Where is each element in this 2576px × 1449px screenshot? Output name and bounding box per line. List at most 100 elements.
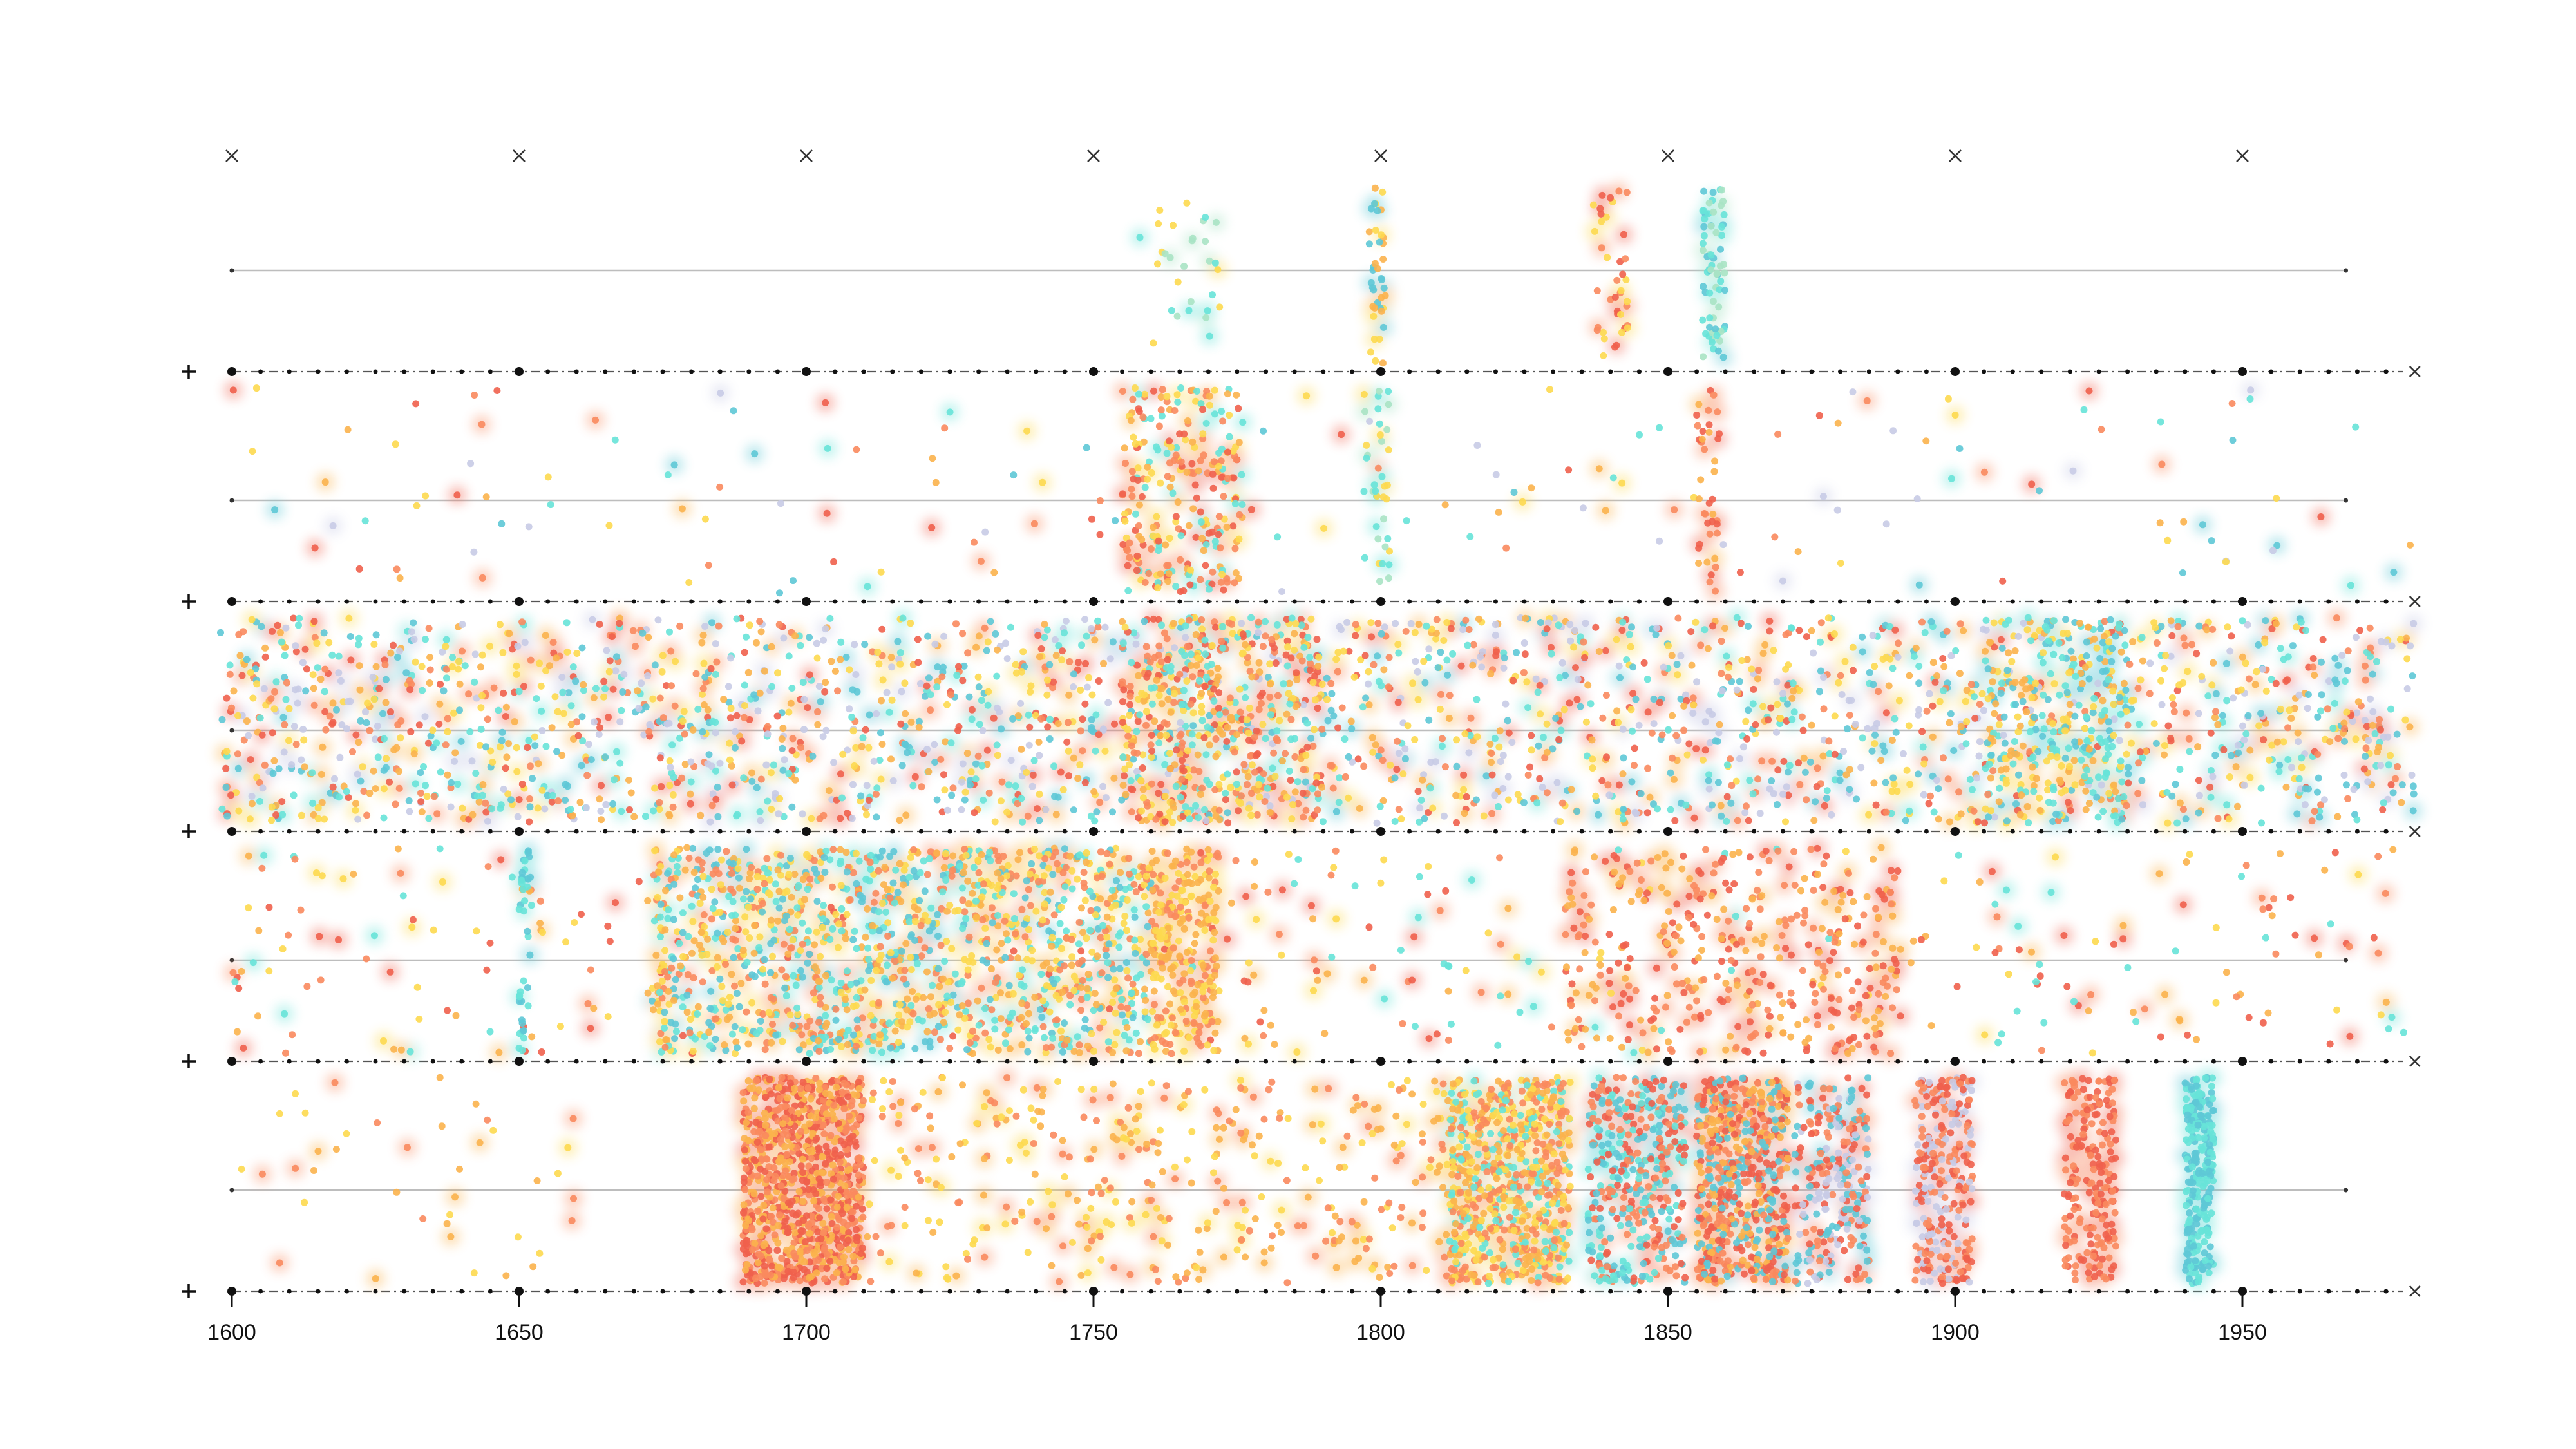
data-point <box>1370 661 1378 668</box>
data-point <box>716 483 724 491</box>
data-point <box>612 667 620 675</box>
data-point <box>726 714 734 722</box>
data-point <box>1134 464 1142 472</box>
data-point <box>1397 815 1405 823</box>
data-point <box>830 558 838 565</box>
data-point <box>498 520 506 527</box>
data-point <box>2344 667 2351 674</box>
data-point <box>372 663 380 670</box>
data-point <box>1699 756 1707 764</box>
data-point <box>834 687 842 695</box>
data-point <box>1189 234 1197 242</box>
data-point <box>1173 312 1181 320</box>
data-point <box>1716 262 1724 270</box>
data-point <box>1153 513 1160 520</box>
data-point <box>1018 745 1025 753</box>
data-point <box>1177 384 1185 392</box>
data-point <box>1766 627 1774 635</box>
data-point <box>1096 799 1104 806</box>
data-point <box>1132 640 1140 648</box>
data-point <box>896 649 904 656</box>
data-point <box>864 583 871 591</box>
data-point <box>2334 735 2342 743</box>
data-point <box>1130 433 1137 441</box>
data-point <box>2125 764 2132 772</box>
data-point <box>1646 793 1654 801</box>
data-point <box>1654 805 1661 813</box>
data-point <box>1622 255 1629 263</box>
data-point <box>1220 493 1227 500</box>
data-point <box>1721 625 1728 632</box>
data-point <box>229 386 237 394</box>
data-point <box>597 808 605 815</box>
data-point <box>1219 417 1227 425</box>
data-point <box>1951 412 1959 419</box>
data-point <box>753 784 761 791</box>
data-point <box>825 787 833 795</box>
data-point <box>730 407 737 415</box>
data-point <box>1915 581 1923 589</box>
data-point <box>1380 284 1388 292</box>
data-point <box>325 639 333 647</box>
data-point <box>975 632 983 640</box>
data-point <box>1378 307 1385 315</box>
data-point <box>1441 763 1449 771</box>
data-point <box>1231 500 1239 507</box>
data-point <box>1217 544 1224 552</box>
data-point <box>470 548 478 556</box>
data-point <box>852 744 860 752</box>
data-point <box>1441 501 1449 509</box>
data-point <box>422 492 430 500</box>
data-point <box>1819 493 1827 500</box>
data-point <box>1698 435 1706 443</box>
data-point <box>1841 658 1849 665</box>
data-point <box>1701 746 1709 754</box>
data-point <box>1135 533 1143 540</box>
data-point <box>1710 208 1718 216</box>
data-point <box>425 815 433 822</box>
data-point <box>252 384 260 392</box>
data-point <box>1155 422 1163 430</box>
data-point <box>1197 518 1205 526</box>
data-point <box>1595 811 1602 819</box>
data-point <box>1719 354 1727 361</box>
data-point <box>1324 717 1332 724</box>
data-point <box>1303 392 1311 400</box>
data-point <box>632 643 639 650</box>
data-point <box>1996 784 2003 792</box>
data-point <box>2262 617 2269 625</box>
data-point <box>1718 670 1725 677</box>
data-point <box>337 677 345 685</box>
data-point <box>1640 659 1648 667</box>
data-point <box>1372 227 1379 234</box>
data-point <box>1565 466 1573 474</box>
data-point <box>1895 697 1903 705</box>
data-point <box>1690 814 1698 822</box>
data-point <box>670 461 678 469</box>
data-point <box>1700 353 1707 361</box>
data-point <box>1378 231 1385 239</box>
data-point <box>717 389 724 397</box>
data-point <box>513 662 520 670</box>
data-point <box>1603 753 1610 761</box>
data-point <box>500 689 507 697</box>
data-point <box>2014 632 2022 640</box>
data-point <box>1260 427 1267 435</box>
data-point <box>482 493 490 501</box>
data-point <box>1121 517 1129 525</box>
data-point <box>361 517 369 525</box>
data-point <box>1198 535 1206 542</box>
data-point <box>1719 541 1727 549</box>
data-point <box>1278 588 1285 595</box>
data-point <box>1671 506 1678 514</box>
data-point <box>1135 522 1142 529</box>
data-point <box>544 473 552 481</box>
data-point <box>1699 240 1707 247</box>
data-point <box>1598 218 1605 225</box>
data-point <box>975 683 983 691</box>
data-point <box>1376 420 1383 428</box>
data-point <box>1238 471 1245 478</box>
data-point <box>1504 796 1512 804</box>
data-point <box>902 811 910 819</box>
data-point <box>1023 427 1031 435</box>
